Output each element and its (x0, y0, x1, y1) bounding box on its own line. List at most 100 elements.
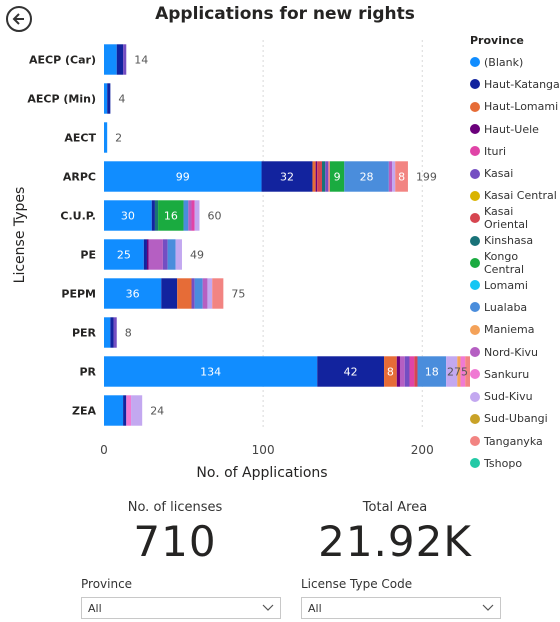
legend-marker (470, 257, 480, 268)
legend-item[interactable]: Maniema (470, 319, 560, 341)
segment-data-label: 134 (200, 366, 221, 379)
legend-item[interactable]: Haut-Lomami (470, 96, 560, 118)
legend-label: Tshopo (484, 456, 523, 470)
legend-item[interactable]: Kasai Central (470, 185, 560, 207)
legend-marker (470, 436, 480, 447)
back-button[interactable] (6, 6, 32, 32)
bar-segment (162, 239, 168, 270)
bar-segment (396, 356, 400, 387)
total-data-label: 75 (231, 288, 245, 301)
legend-item[interactable]: Kinshasa (470, 229, 560, 251)
bar-segment (151, 200, 155, 231)
chevron-down-icon (262, 604, 274, 611)
legend-item[interactable]: Haut-Uele (470, 118, 560, 140)
bar-segment (207, 278, 213, 309)
province-dropdown[interactable]: All (81, 597, 281, 619)
segment-data-label: 36 (126, 288, 140, 301)
bar-segment (191, 278, 195, 309)
bar-segment (322, 161, 326, 192)
legend-item[interactable]: Kasai Oriental (470, 205, 560, 231)
legend-item[interactable]: Lualaba (470, 296, 560, 318)
legend-marker (470, 413, 480, 424)
total-data-label: 49 (190, 249, 204, 262)
legend-item[interactable]: Lomami (470, 274, 560, 296)
bar-segment (417, 356, 447, 387)
total-data-label: 199 (416, 171, 437, 184)
bar-segment (158, 200, 184, 231)
bar-segment (399, 356, 405, 387)
bar-segment (104, 395, 124, 426)
legend-label: Lomami (484, 278, 528, 292)
legend-item[interactable]: Haut-Katanga (470, 73, 560, 95)
province-slicer-label: Province (81, 577, 133, 591)
license-type-dropdown[interactable]: All (301, 597, 501, 619)
total-data-label: 24 (150, 405, 164, 418)
x-tick-label: 0 (100, 443, 108, 457)
bar-segment (202, 278, 208, 309)
legend-item[interactable]: Sankuru (470, 363, 560, 385)
segment-data-label: 8 (387, 366, 394, 379)
total-data-label: 2 (115, 132, 122, 145)
bar-segment (414, 356, 418, 387)
legend-title: Province (470, 34, 524, 47)
bar-segment (104, 161, 262, 192)
bar-segment (131, 395, 143, 426)
segment-data-label: 28 (360, 171, 374, 184)
legend-label: Kongo Central (484, 249, 525, 276)
legend-label: Sud-Kivu (484, 390, 533, 404)
segment-data-label: 8 (398, 171, 405, 184)
bar-segment (194, 278, 203, 309)
bar-segment (460, 356, 466, 387)
stacked-bar-chart: 0 100 200 No. of Applications License Types A… (12, 40, 470, 480)
legend-item[interactable]: Ituri (470, 140, 560, 162)
bar-segment (148, 239, 163, 270)
bar-segment (325, 161, 329, 192)
legend-item[interactable]: Kasai (470, 162, 560, 184)
license-type-slicer: License Type Code All (301, 577, 501, 619)
bar-segment (183, 200, 189, 231)
bar-segment (104, 317, 111, 348)
bar-segment (409, 356, 415, 387)
bar-segment (104, 239, 144, 270)
total-data-label: 275 (447, 366, 468, 379)
legend-item[interactable]: Kongo Central (470, 249, 560, 276)
province-slicer: Province All (81, 577, 281, 619)
legend-label: Lualaba (484, 300, 528, 314)
bar-segment (261, 161, 313, 192)
category-label: PR (79, 366, 96, 379)
back-arrow-icon (12, 13, 24, 25)
bar-segment (457, 356, 461, 387)
bar-segment (328, 161, 330, 192)
legend-label: Haut-Katanga (484, 77, 560, 91)
legend-label: Haut-Lomami (484, 100, 559, 114)
bar-segment (315, 161, 318, 192)
legend-label: Ituri (484, 144, 507, 158)
bar-segment (104, 44, 117, 75)
legend-item[interactable]: (Blank) (470, 51, 560, 73)
chevron-down-icon (482, 604, 494, 611)
bar-segment (116, 44, 124, 75)
legend-label: Sud-Ubangi (484, 412, 548, 426)
kpi-total-area-label: Total Area (362, 500, 428, 515)
legend-item[interactable]: Sud-Kivu (470, 385, 560, 407)
bar-segment (123, 44, 127, 75)
legend-item[interactable]: Tshopo (470, 452, 560, 474)
legend-marker (470, 391, 480, 402)
bar-segment (113, 317, 117, 348)
legend-label: (Blank) (484, 55, 524, 69)
legend-item[interactable]: Nord-Kivu (470, 341, 560, 363)
bar-segment (104, 356, 318, 387)
legend-item[interactable]: Sud-Ubangi (470, 408, 560, 430)
kpi-licenses: No. of licenses 710 (90, 500, 260, 566)
bar-segment (446, 356, 458, 387)
bar-segment (465, 356, 470, 387)
bar-segment (175, 239, 182, 270)
bar-segment (167, 239, 176, 270)
segment-data-label: 18 (425, 366, 439, 379)
legend-marker (470, 369, 480, 380)
y-axis-title: License Types (12, 187, 28, 284)
legend-item[interactable]: Tanganyka (470, 430, 560, 452)
segment-data-label: 9 (334, 171, 341, 184)
bar-segment (317, 161, 323, 192)
bar-segment (384, 356, 397, 387)
